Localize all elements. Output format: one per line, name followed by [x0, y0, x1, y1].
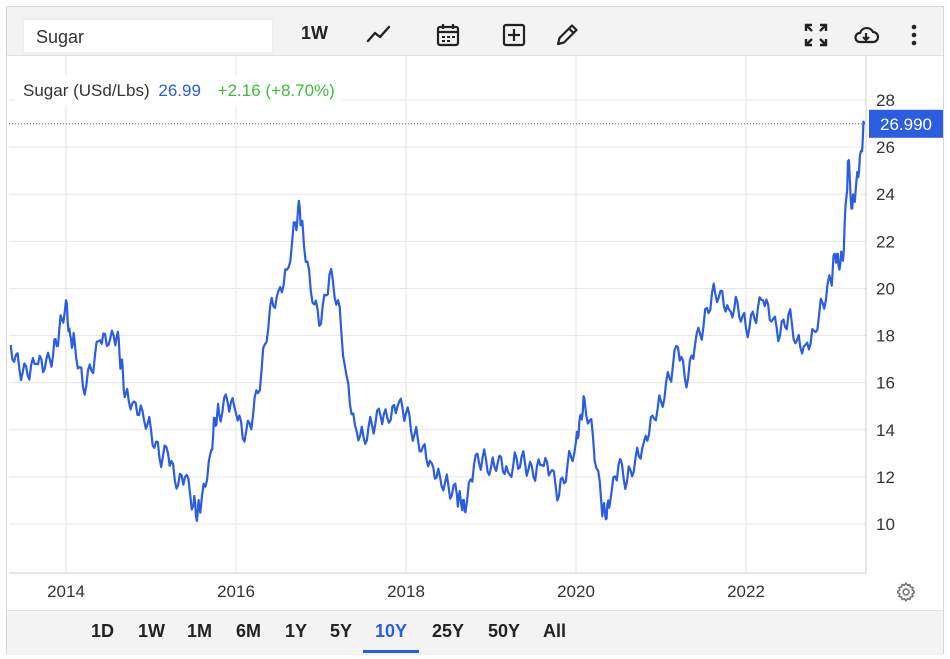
x-tick-label: 2018 — [387, 582, 425, 601]
y-tick-label: 22 — [876, 232, 895, 251]
y-tick-label: 18 — [876, 327, 895, 346]
line-chart-icon[interactable] — [365, 21, 393, 49]
y-tick-label: 20 — [876, 279, 895, 298]
range-button-50y[interactable]: 50Y — [488, 621, 521, 641]
pencil-icon[interactable] — [553, 21, 581, 49]
calendar-icon[interactable] — [434, 21, 462, 49]
x-tick-label: 2022 — [727, 582, 765, 601]
symbol-search-input[interactable]: Sugar — [23, 19, 273, 53]
y-tick-label: 16 — [876, 374, 895, 393]
y-tick-label: 12 — [876, 468, 895, 487]
range-button-1w[interactable]: 1W — [138, 621, 165, 641]
legend-change: +2.16 (+8.70%) — [217, 81, 335, 100]
y-tick-label: 10 — [876, 515, 895, 534]
chart-widget — [6, 6, 944, 654]
range-selector-bar: 1D 1W 1M 6M 1Y 5Y 10Y 25Y 50Y All — [7, 610, 943, 655]
gear-icon[interactable] — [895, 581, 917, 603]
range-button-1y[interactable]: 1Y — [285, 621, 308, 641]
add-box-icon[interactable] — [500, 21, 528, 49]
y-tick-label: 14 — [876, 421, 895, 440]
y-tick-label: 26 — [876, 138, 895, 157]
range-button-all[interactable]: All — [543, 621, 567, 641]
range-button-5y[interactable]: 5Y — [330, 621, 353, 641]
y-tick-label: 28 — [876, 91, 895, 110]
interval-selector-button[interactable]: 1W — [301, 23, 328, 43]
y-tick-label: 24 — [876, 185, 895, 204]
active-range-underline — [363, 650, 419, 653]
x-tick-label: 2020 — [557, 582, 595, 601]
x-tick-label: 2016 — [217, 582, 255, 601]
fullscreen-icon[interactable] — [802, 21, 830, 49]
top-toolbar: Sugar 1W — [7, 7, 943, 56]
chart-legend: Sugar (USd/Lbs) 26.99 +2.16 (+8.70%) — [15, 77, 343, 105]
last-price-tag-label: 26.990 — [880, 115, 932, 134]
range-button-1d[interactable]: 1D — [91, 621, 115, 641]
range-button-1m[interactable]: 1M — [187, 621, 213, 641]
range-button-6m[interactable]: 6M — [236, 621, 262, 641]
cloud-download-icon[interactable] — [852, 21, 880, 49]
x-tick-label: 2014 — [47, 582, 85, 601]
more-vert-icon[interactable] — [900, 21, 928, 49]
legend-last-value: 26.99 — [158, 81, 201, 100]
price-series-line — [9, 120, 866, 523]
legend-series-name: Sugar (USd/Lbs) — [23, 81, 150, 100]
range-button-25y[interactable]: 25Y — [432, 621, 465, 641]
last-price-tag — [869, 109, 943, 138]
range-button-10y[interactable]: 10Y — [375, 621, 408, 641]
